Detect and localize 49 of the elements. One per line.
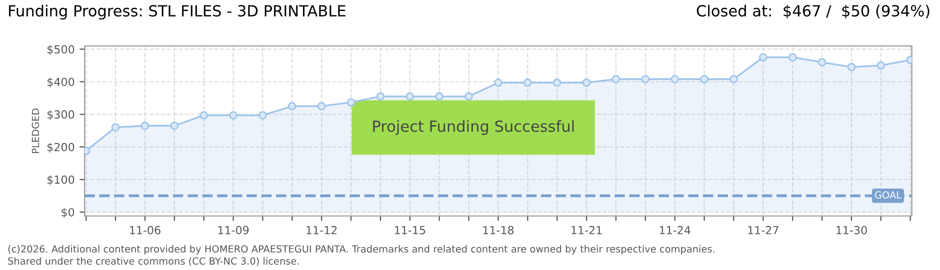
point [435, 92, 444, 101]
point [406, 92, 414, 101]
point [758, 53, 768, 62]
point [140, 122, 150, 130]
y-tick-label: $100 [48, 175, 74, 186]
point [288, 102, 296, 110]
chart-title: Funding Progress: STL FILES - 3D PRINTABLE [9, 4, 346, 20]
point [876, 61, 886, 70]
point [523, 78, 532, 87]
text: (c)2026. Additional content provided by HOMERO APAESTEGUI PANTA. Trademarks and related content are owned by their respective companies. [8, 245, 714, 254]
y-axis-title: PLEDGED [32, 108, 40, 154]
x-tick-label: 11-09 [218, 226, 249, 234]
point [641, 74, 650, 84]
y-tick-label: $400 [48, 78, 74, 88]
chart-subtitle: Closed at: $467 / $50 (934%) [696, 4, 930, 19]
x-tick-label: 11-24 [660, 226, 690, 234]
point [170, 122, 179, 130]
point [612, 74, 620, 84]
x-tick-label: 11-06 [130, 226, 160, 234]
point [730, 74, 738, 84]
point [818, 58, 826, 66]
y-tick-label: $0 [62, 208, 74, 218]
point [788, 53, 797, 62]
point [552, 78, 562, 87]
x-tick-label: 11-30 [836, 226, 867, 234]
point [494, 78, 502, 87]
point [258, 111, 267, 120]
point [847, 62, 856, 72]
x-tick-label: 11-15 [394, 226, 426, 234]
annotation: Project Funding Successful [373, 120, 574, 135]
point [670, 74, 679, 84]
point [700, 74, 708, 84]
x-tick-label: 11-27 [748, 226, 778, 234]
y-tick-label: $300 [48, 110, 74, 120]
point [582, 78, 591, 87]
point [317, 102, 326, 110]
x-tick-label: 11-12 [306, 226, 337, 234]
point [464, 92, 473, 101]
y-tick-label: $200 [48, 142, 74, 153]
point [376, 92, 385, 101]
point [200, 111, 208, 120]
x-tick-label: 11-21 [572, 226, 602, 234]
text: Shared under the creative commons (CC BY-NC 3.0) license. [8, 257, 299, 266]
point [229, 111, 238, 120]
ref-line-label: GOAL [874, 191, 902, 199]
point [111, 123, 120, 132]
x-tick-label: 11-18 [483, 226, 514, 234]
point [346, 98, 356, 106]
y-tick-label: $500 [48, 44, 74, 56]
